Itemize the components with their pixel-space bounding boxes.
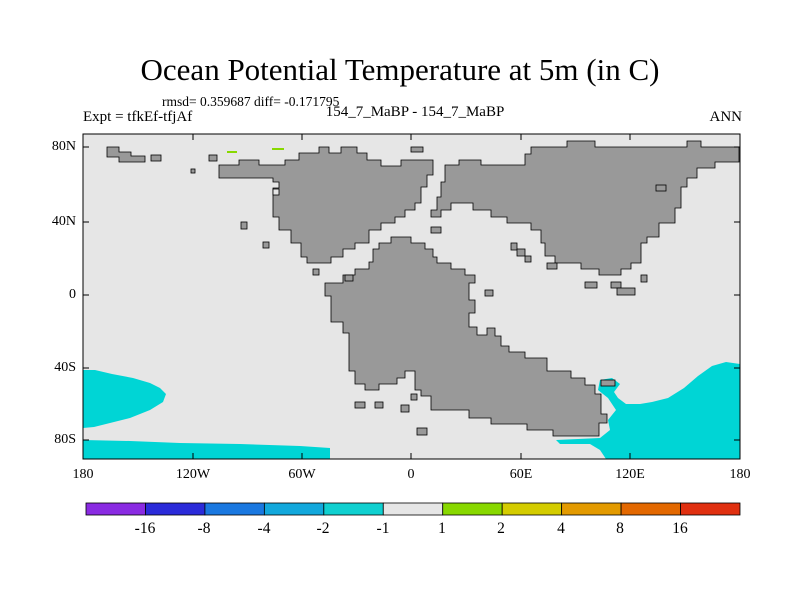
- colorbar-tick-label: 2: [497, 520, 505, 537]
- land-islet-t: [484, 289, 494, 297]
- land-islet-n: [344, 274, 354, 282]
- land-islet-o: [312, 268, 320, 276]
- land-islet-d: [272, 188, 280, 196]
- land-islet-e: [410, 146, 424, 153]
- map-title: Ocean Potential Temperature at 5m (in C): [140, 52, 660, 87]
- lat-label-0: 0: [69, 287, 76, 302]
- colorbar-bin: [680, 502, 741, 516]
- land-islet-y: [416, 427, 428, 436]
- colorbar-bin: [323, 502, 384, 516]
- lat-label-80s: 80S: [54, 432, 76, 447]
- colorbar-bin: [442, 502, 503, 516]
- axis-ticks: [83, 134, 740, 459]
- lat-label-40s: 40S: [54, 360, 76, 375]
- cold-anomaly-south-pacific: [83, 440, 330, 459]
- lon-label-120e: 120E: [615, 467, 645, 482]
- land-islet-b: [208, 154, 218, 162]
- lon-label-0: 0: [407, 467, 415, 482]
- season-label: ANN: [709, 109, 743, 125]
- colorbar-tick-label: -2: [316, 520, 330, 537]
- colorbar-bin: [382, 502, 444, 516]
- land-islet-h: [510, 242, 518, 251]
- land-laurasia-east: [430, 140, 740, 276]
- land-islet-i: [516, 248, 526, 257]
- lon-label-180w: 180: [72, 467, 94, 482]
- cold-anomaly-southwest: [83, 370, 166, 428]
- lon-label-60e: 60E: [509, 467, 533, 482]
- colorbar-bin: [620, 502, 681, 516]
- land-islet-w: [400, 404, 410, 413]
- colorbar-tick-label: 4: [557, 520, 565, 537]
- stats-line: rmsd= 0.359687 diff= -0.171795: [162, 94, 340, 109]
- colorbar-tick-label: -1: [376, 520, 390, 537]
- land-islet-c: [190, 168, 196, 174]
- cold-anomaly-small-patch: [272, 449, 296, 458]
- colorbar-tick-label: -16: [134, 520, 156, 537]
- land-gondwana: [324, 236, 608, 437]
- land-islet-z: [600, 379, 616, 387]
- land-northwest-island: [106, 146, 146, 163]
- land-islet-p: [584, 281, 598, 289]
- land-islet-s: [640, 274, 648, 283]
- colorbar-tick-label: 1: [438, 520, 446, 537]
- warm-anomaly-patch-2: [272, 148, 284, 150]
- colorbar-tick-label: -8: [197, 520, 211, 537]
- colorbar-bin: [561, 502, 622, 516]
- land-islet-a: [150, 154, 162, 162]
- land-islet-x: [410, 393, 418, 401]
- land-islet-l: [240, 221, 248, 230]
- colorbar-bin: [263, 502, 325, 516]
- land-islet-u: [354, 401, 366, 409]
- colorbar-bin: [145, 502, 206, 516]
- land-islet-m: [262, 241, 270, 249]
- warm-anomaly-regions: [227, 148, 284, 153]
- land-islet-g: [430, 226, 442, 234]
- colorbar-bin: [85, 502, 146, 516]
- lat-label-40n: 40N: [51, 214, 76, 229]
- lon-label-180e: 180: [729, 467, 751, 482]
- land-islet-j: [524, 255, 532, 263]
- land-islet-k: [546, 262, 558, 270]
- colorbar: [85, 502, 741, 516]
- colorbar-tick-label: 8: [616, 520, 624, 537]
- colorbar-bin: [204, 502, 265, 516]
- experiment-label: Expt = tfkEf-tfjAf: [83, 109, 193, 125]
- land-laurasia-west: [218, 146, 434, 264]
- land-islet-r: [616, 287, 636, 296]
- land-islet-q: [610, 281, 622, 289]
- lon-label-120w: 120W: [175, 467, 211, 482]
- colorbar-tick-label: -4: [257, 520, 271, 537]
- colorbar-tick-label: 16: [672, 520, 688, 537]
- colorbar-bin: [501, 502, 563, 516]
- land-masses: [106, 140, 740, 437]
- period-label: 154_7_MaBP - 154_7_MaBP: [325, 104, 505, 120]
- warm-anomaly-patch-1: [227, 151, 237, 153]
- lat-label-80n: 80N: [51, 139, 76, 154]
- land-islet-v: [374, 401, 384, 409]
- land-islet-f: [655, 184, 667, 192]
- lon-label-60w: 60W: [288, 467, 316, 482]
